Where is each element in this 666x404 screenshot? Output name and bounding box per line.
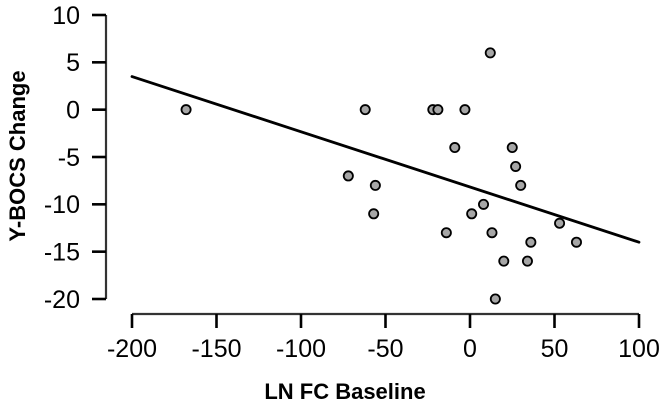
data-point [510,160,522,172]
y-tick-label: -5 [58,144,80,172]
x-tick-label: -50 [367,335,403,363]
axes-layer [92,13,641,328]
data-points-group [180,47,582,305]
data-point [180,104,192,116]
x-tick-label: 0 [463,335,477,363]
y-tick-label: 0 [66,96,80,124]
x-tick-label: -150 [191,335,241,363]
x-tick-label: 100 [618,335,660,363]
data-point [342,170,354,182]
x-tick-label: -200 [107,335,157,363]
data-point [432,104,444,116]
x-axis-title: LN FC Baseline [264,379,425,404]
data-point [368,208,380,220]
data-point [521,255,533,267]
regression-line [130,75,641,244]
y-tick-label: 10 [52,2,80,30]
y-tick-label: -10 [44,191,80,219]
data-point [486,227,498,239]
data-point [525,236,537,248]
data-point [449,142,461,154]
data-point [369,179,381,191]
data-point [498,255,510,267]
data-point [466,208,478,220]
y-axis-title: Y-BOCS Change [5,70,30,241]
data-point [506,142,518,154]
data-point [459,104,471,116]
x-tick-label: 50 [541,335,569,363]
data-point [359,104,371,116]
data-point [440,227,452,239]
data-point [570,236,582,248]
y-tick-label: 5 [66,49,80,77]
data-point [515,179,527,191]
x-tick-label: -100 [276,335,326,363]
y-tick-label: -15 [44,238,80,266]
data-point [478,198,490,210]
data-point [484,47,496,59]
data-point [489,293,501,305]
y-tick-label: -20 [44,286,80,314]
data-point [554,217,566,229]
